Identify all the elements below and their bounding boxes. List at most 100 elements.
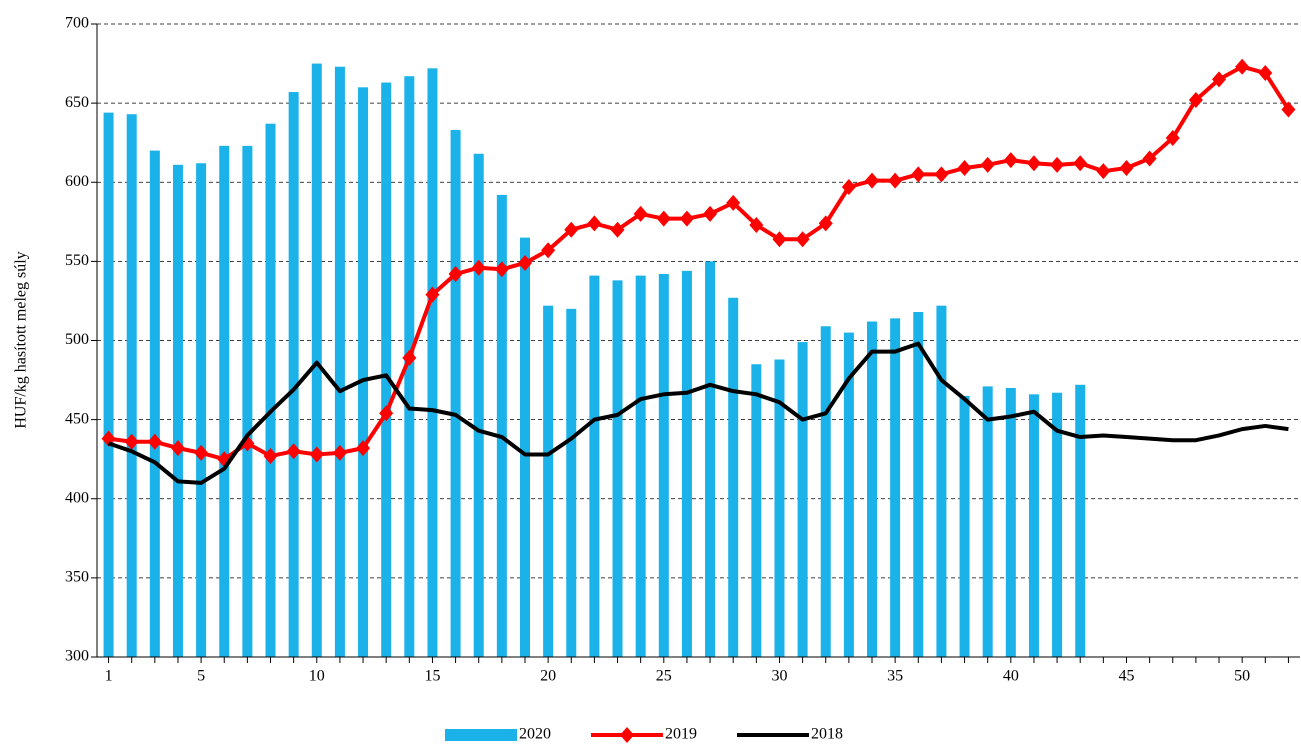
- bar: [843, 332, 854, 657]
- marker: [1096, 163, 1111, 180]
- marker: [1142, 150, 1157, 167]
- marker: [749, 216, 764, 233]
- y-tick-label: 300: [65, 648, 89, 665]
- marker: [147, 433, 162, 450]
- bar: [566, 308, 577, 657]
- legend-label: 2018: [811, 726, 843, 743]
- bar: [473, 153, 484, 657]
- marker: [356, 440, 371, 457]
- bar: [774, 359, 785, 657]
- marker: [865, 172, 880, 189]
- x-tick-label: 35: [887, 668, 903, 685]
- x-tick-label: 40: [1003, 668, 1019, 685]
- bar: [311, 63, 322, 657]
- marker: [309, 446, 324, 463]
- y-tick-label: 400: [65, 489, 89, 506]
- marker: [818, 215, 833, 232]
- marker: [1235, 58, 1250, 75]
- marker: [1212, 71, 1227, 88]
- marker: [194, 444, 209, 461]
- bar: [358, 87, 369, 658]
- bar: [751, 364, 762, 657]
- bar: [658, 274, 669, 657]
- bar: [427, 68, 438, 657]
- bar: [519, 237, 530, 657]
- bar: [265, 123, 276, 657]
- bar: [959, 395, 970, 657]
- bar: [334, 66, 345, 658]
- bar: [404, 76, 415, 657]
- marker: [1165, 129, 1180, 146]
- marker: [1281, 101, 1296, 118]
- bar: [797, 342, 808, 657]
- bar: [219, 145, 230, 658]
- x-tick-label: 1: [105, 668, 113, 685]
- marker: [726, 194, 741, 211]
- marker: [703, 205, 718, 222]
- bar: [1005, 387, 1016, 657]
- marker: [402, 349, 417, 366]
- x-tick-label: 20: [540, 668, 556, 685]
- marker: [379, 405, 394, 422]
- marker: [679, 210, 694, 227]
- x-tick-label: 45: [1118, 668, 1134, 685]
- bar: [1028, 394, 1039, 657]
- y-tick-label: 500: [65, 331, 89, 348]
- bar: [103, 112, 114, 658]
- bar: [913, 312, 924, 657]
- marker: [448, 266, 463, 283]
- y-tick-label: 450: [65, 410, 89, 427]
- y-tick-label: 350: [65, 569, 89, 586]
- y-tick-label: 700: [65, 15, 89, 32]
- bar: [149, 150, 160, 657]
- marker: [911, 166, 926, 183]
- marker: [425, 286, 440, 303]
- marker: [332, 444, 347, 461]
- marker: [1003, 152, 1018, 169]
- marker: [517, 254, 532, 271]
- marker: [286, 443, 301, 460]
- x-tick-label: 10: [309, 668, 325, 685]
- marker: [1119, 160, 1134, 177]
- bar: [450, 130, 461, 658]
- marker: [1026, 155, 1041, 172]
- bar: [982, 386, 993, 657]
- marker: [656, 210, 671, 227]
- marker: [633, 205, 648, 222]
- marker: [587, 215, 602, 232]
- line: [108, 64, 1291, 462]
- bar: [1052, 392, 1063, 657]
- x-tick-label: 25: [656, 668, 672, 685]
- legend-label: 2020: [519, 726, 551, 743]
- marker: [772, 231, 787, 248]
- marker: [124, 433, 139, 450]
- bar: [1075, 384, 1086, 657]
- bar: [936, 305, 947, 657]
- bar: [543, 305, 554, 657]
- marker: [471, 259, 486, 276]
- marker: [934, 166, 949, 183]
- legend-marker: [620, 727, 634, 743]
- bar: [681, 270, 692, 657]
- x-tick-label: 15: [424, 668, 440, 685]
- marker: [541, 242, 556, 259]
- bar: [172, 164, 183, 657]
- bar: [612, 280, 623, 657]
- marker: [263, 448, 278, 465]
- marker: [795, 231, 810, 248]
- bar: [126, 114, 137, 657]
- marker: [980, 156, 995, 173]
- x-tick-label: 30: [771, 668, 787, 685]
- bar: [705, 261, 716, 657]
- line: [107, 341, 1289, 485]
- marker: [841, 178, 856, 195]
- marker: [888, 172, 903, 189]
- marker: [494, 261, 509, 278]
- y-tick-label: 600: [65, 173, 89, 190]
- x-tick-label: 5: [197, 668, 205, 685]
- bar: [496, 194, 507, 657]
- marker: [610, 221, 625, 238]
- marker: [170, 440, 185, 457]
- marker: [1258, 65, 1273, 82]
